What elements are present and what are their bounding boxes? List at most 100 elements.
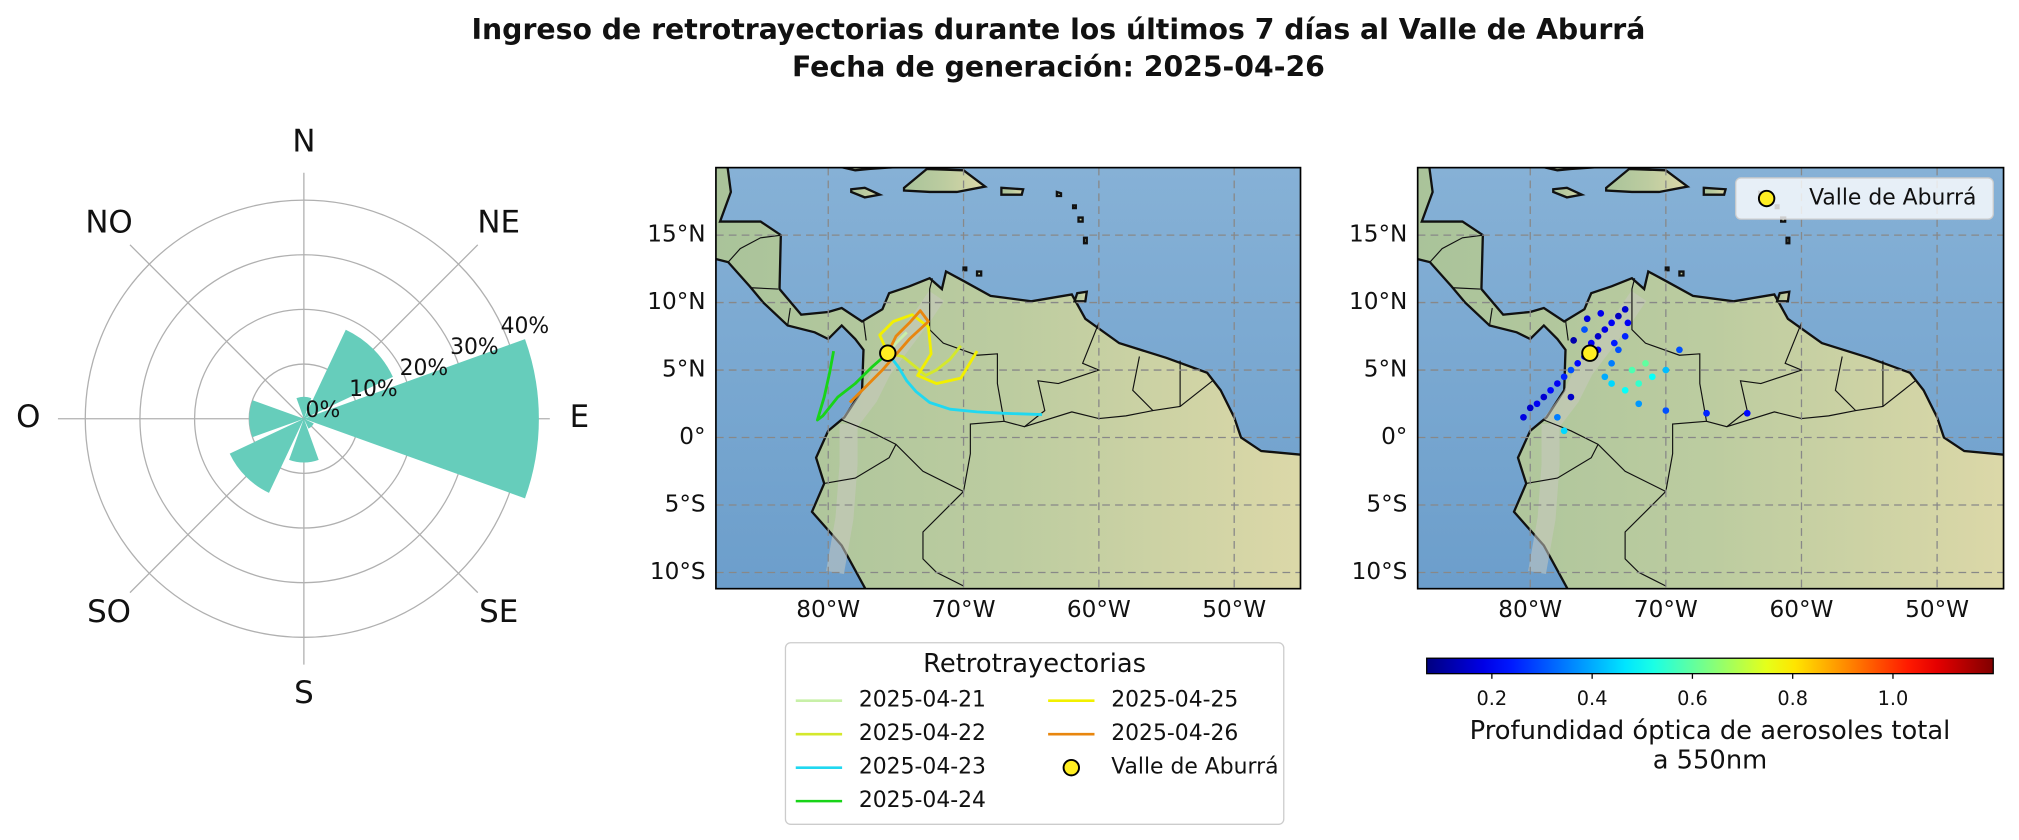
- bar: [303, 329, 393, 419]
- island: [975, 270, 983, 277]
- y-tick-label: 10°S: [1352, 558, 1408, 585]
- border: [1543, 419, 1707, 493]
- island: [1775, 290, 1791, 303]
- border: [1526, 444, 1599, 485]
- border: [1003, 322, 1101, 428]
- legend-box: [784, 642, 1285, 825]
- aod-point: [1574, 359, 1582, 367]
- border: [1564, 320, 1569, 341]
- direction-label: S: [294, 675, 314, 711]
- figure-subtitle: Fecha de generación: 2025-04-26: [792, 50, 1325, 83]
- island: [1605, 167, 1691, 194]
- aod-point: [1520, 413, 1527, 421]
- aod-point: [1608, 380, 1615, 387]
- border: [1132, 356, 1154, 412]
- y-tick-label: 0°: [679, 423, 705, 450]
- radial-tick-label: 20%: [400, 356, 449, 381]
- aod-point: [1615, 346, 1622, 354]
- island: [1072, 290, 1089, 303]
- direction-label: N: [292, 124, 315, 160]
- aod-point: [1615, 312, 1622, 320]
- trajectory: [815, 350, 889, 422]
- y-tick-label: 15°N: [1349, 221, 1407, 248]
- aod-point: [1608, 359, 1615, 367]
- legend-label: Valle de Aburrá: [1111, 755, 1278, 780]
- aod-point: [1560, 373, 1568, 381]
- aod-point: [1703, 409, 1710, 417]
- figure-title: Ingreso de retrotrayectorias durante los…: [471, 13, 1645, 46]
- border: [922, 491, 964, 587]
- x-tick-label: 60°W: [1770, 596, 1834, 623]
- radial-tick-label: 40%: [501, 314, 550, 339]
- aod-point: [1560, 427, 1568, 435]
- island: [1785, 236, 1791, 245]
- land: [715, 167, 1301, 589]
- colorbar-tick-label: 0.4: [1577, 687, 1608, 710]
- legend-label: 2025-04-23: [859, 755, 986, 780]
- border: [1488, 307, 1493, 326]
- legend-label: 2025-04-22: [859, 721, 986, 746]
- direction-label: O: [16, 399, 40, 435]
- legend-label: 2025-04-26: [1111, 721, 1238, 746]
- legend-label: Valle de Aburrá: [1809, 186, 1976, 211]
- aod-point: [1662, 366, 1670, 374]
- island: [1071, 204, 1077, 210]
- border: [824, 444, 897, 485]
- aod-point: [1540, 393, 1548, 401]
- aod-point: [1662, 407, 1670, 414]
- aod-point: [1594, 332, 1602, 340]
- border: [1631, 278, 1708, 422]
- aod-point: [1601, 373, 1609, 381]
- trajectory: [886, 352, 1043, 417]
- x-tick-label: 50°W: [1202, 596, 1266, 623]
- border: [1624, 491, 1667, 587]
- island: [1664, 266, 1670, 272]
- legend-box: [1735, 177, 1994, 220]
- site-marker: [1581, 344, 1599, 362]
- bar: [289, 418, 319, 463]
- axes-frame: [1416, 166, 2005, 590]
- island: [850, 186, 884, 199]
- radial-tick-label: 10%: [349, 377, 398, 402]
- aod-point: [1610, 339, 1618, 347]
- island: [1552, 186, 1586, 199]
- colorbar: [1426, 657, 1994, 675]
- legend-title: Retrotrayectorias: [923, 649, 1146, 679]
- colorbar-tick-label: 1.0: [1878, 687, 1909, 710]
- direction-label: NO: [85, 204, 132, 240]
- aod-point: [1628, 366, 1636, 374]
- border: [787, 307, 791, 326]
- aod-point: [1635, 380, 1643, 387]
- colorbar-tick-label: 0.8: [1777, 687, 1808, 710]
- border: [1706, 322, 1804, 428]
- island: [902, 167, 988, 194]
- bar: [303, 339, 539, 499]
- y-tick-label: 0°: [1381, 423, 1407, 450]
- border: [1834, 356, 1857, 412]
- y-tick-label: 5°S: [665, 491, 706, 518]
- andes-relief: [826, 423, 858, 575]
- bar: [296, 396, 312, 419]
- y-tick-label: 5°N: [1364, 356, 1408, 383]
- border: [862, 320, 867, 341]
- andes-relief: [1528, 423, 1560, 575]
- island: [1082, 236, 1088, 245]
- aod-point: [1570, 337, 1577, 344]
- border: [929, 278, 1005, 422]
- aod-point: [1642, 359, 1649, 367]
- island: [1678, 270, 1685, 277]
- island: [1055, 190, 1063, 198]
- aod-point: [1567, 366, 1575, 374]
- border: [1452, 287, 1481, 290]
- aod-point: [1621, 305, 1629, 313]
- y-tick-label: 5°N: [662, 356, 706, 383]
- colorbar-tick-label: 0.2: [1477, 687, 1508, 710]
- bar: [303, 418, 314, 429]
- x-tick-label: 80°W: [796, 596, 860, 623]
- radial-tick-label: 0%: [306, 398, 341, 423]
- spoke: [303, 418, 479, 594]
- aod-point: [1533, 400, 1541, 408]
- colorbar-label: Profundidad óptica de aerosoles total: [1470, 716, 1951, 746]
- bar: [229, 418, 304, 493]
- land: [1417, 167, 2004, 589]
